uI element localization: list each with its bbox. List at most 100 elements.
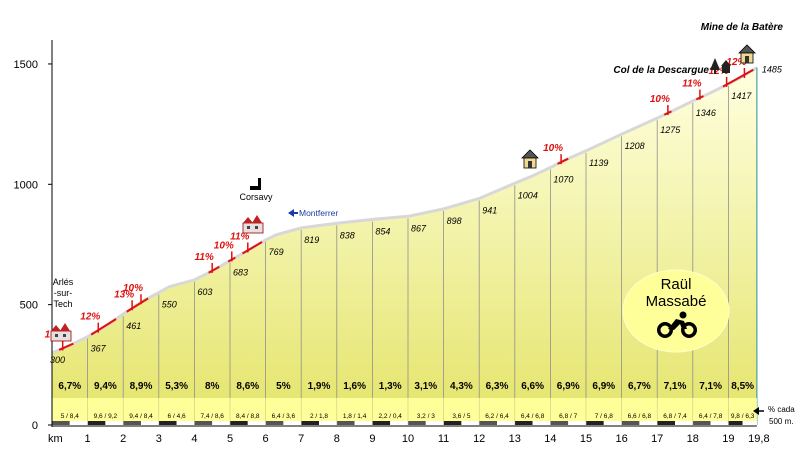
elevation-label: 603 — [197, 287, 212, 297]
km-scale-dark — [728, 421, 743, 425]
segment-gradient-label: 8,6% — [236, 381, 259, 392]
steep-segment — [695, 95, 704, 101]
km-scale-light — [603, 421, 622, 425]
km-scale-light — [639, 421, 658, 425]
steep-segment — [663, 110, 672, 116]
village-icon-corsavy — [242, 215, 264, 234]
segment-subgradient-label: 1,8 / 1,4 — [343, 413, 367, 420]
km-scale-dark — [336, 421, 355, 425]
elevation-label: 300 — [50, 355, 65, 365]
km-scale-dark — [514, 421, 533, 425]
segment-subgradient-label: 6,6 / 6,8 — [628, 413, 652, 420]
km-scale-light — [568, 421, 586, 425]
segment-subgradient-label: 6,2 / 6,4 — [485, 413, 509, 420]
segment-subgradient-label: 7,4 / 8,6 — [200, 413, 224, 420]
y-tick-label: 500 — [20, 300, 38, 312]
x-tick-label: 16 — [615, 433, 627, 445]
elevation-label: 819 — [304, 235, 319, 245]
km-scale-dark — [408, 421, 426, 425]
segment-gradient-label: 9,4% — [94, 381, 117, 392]
house-icon-mine — [738, 44, 756, 64]
legend-note: % cada — [768, 405, 795, 414]
segment-gradient-label: 8,9% — [130, 381, 153, 392]
max-gradient-label: 12% — [726, 57, 746, 68]
segment-subgradient-label: 3,2 / 3 — [417, 413, 435, 420]
segment-gradient-label: 6,3% — [486, 381, 509, 392]
km-scale-dark — [372, 421, 391, 425]
x-tick-label: 8 — [334, 433, 340, 445]
gradient-band — [52, 398, 757, 425]
y-tick-label: 1500 — [14, 59, 38, 71]
x-tick-label: 5 — [227, 433, 233, 445]
km-scale-light — [461, 421, 480, 425]
x-tick-label: 1 — [85, 433, 91, 445]
steep-segment — [126, 297, 149, 313]
elevation-label: 1070 — [553, 174, 573, 184]
km-scale-light — [390, 421, 408, 425]
steep-segment — [208, 265, 220, 274]
km-scale-light — [425, 421, 444, 425]
arrow-left-icon — [753, 407, 759, 415]
segment-subgradient-label: 6,8 / 7 — [559, 413, 577, 420]
elevation-label: 1417 — [731, 91, 752, 101]
max-gradient-label: 10% — [214, 240, 234, 251]
elevation-label: 1208 — [625, 141, 645, 151]
segment-gradient-label: 5,3% — [165, 381, 188, 392]
segment-gradient-label: 6,6% — [521, 381, 544, 392]
segment-subgradient-label: 8,4 / 8,8 — [236, 413, 260, 420]
x-axis-label: km — [48, 433, 63, 445]
place-label-corsavy: Corsavy — [239, 192, 273, 202]
segment-subgradient-label: 6,4 / 3,6 — [272, 413, 296, 420]
max-gradient-label: 10% — [123, 283, 143, 294]
km-scale-light — [141, 421, 159, 425]
elevation-label: 898 — [447, 216, 462, 226]
place-label-mine-de-la-batere: Mine de la Batère — [701, 22, 784, 33]
max-gradient-label: 12% — [709, 66, 729, 77]
km-scale-light — [283, 421, 302, 425]
max-gradient-label: 13% — [114, 289, 134, 300]
segment-gradient-label: 8,5% — [731, 381, 754, 392]
x-tick-label: 13 — [509, 433, 521, 445]
segment-subgradient-label: 9,8 / 6,3 — [731, 413, 755, 420]
km-scale-light — [247, 421, 266, 425]
elevation-label: 854 — [375, 226, 390, 236]
x-tick-label: 11 — [438, 433, 449, 445]
arrow-left-icon — [288, 209, 294, 217]
steep-segment — [722, 68, 754, 88]
segment-subgradient-label: 2,2 / 0,4 — [378, 413, 402, 420]
place-label-montferrer: Montferrer — [299, 208, 338, 218]
max-gradient-label: 12% — [80, 312, 100, 323]
segment-gradient-label: 6,9% — [592, 381, 615, 392]
max-gradient-label: 10% — [543, 143, 563, 154]
max-gradient-label: 11% — [195, 252, 214, 263]
elevation-label: 461 — [126, 321, 141, 331]
village-icon-arles — [50, 323, 72, 342]
km-scale-dark — [621, 421, 640, 425]
km-scale-dark — [158, 421, 177, 425]
trees-house-icon — [710, 58, 731, 74]
km-scale-light — [675, 421, 693, 425]
place-label-arles: Arlés — [53, 277, 74, 287]
cyclist-icon — [657, 311, 697, 338]
km-scale-dark — [52, 421, 70, 425]
segment-gradient-label: 1,3% — [379, 381, 402, 392]
x-tick-label: 14 — [544, 433, 556, 445]
segment-gradient-label: 1,9% — [308, 381, 331, 392]
km-scale-light — [319, 421, 337, 425]
author-name-line: Massabé — [646, 293, 707, 310]
km-scale-light — [742, 421, 757, 425]
km-scale-dark — [194, 421, 213, 425]
house-icon-km13 — [521, 149, 539, 169]
x-tick-label: 19,8 — [748, 433, 769, 445]
x-tick-label: 19 — [722, 433, 734, 445]
km-scale-dark — [301, 421, 319, 425]
km-scale-dark — [586, 421, 604, 425]
segment-gradient-label: 8% — [205, 381, 220, 392]
segment-gradient-label: 6,9% — [557, 381, 580, 392]
segment-gradient-label: 4,3% — [450, 381, 473, 392]
elevation-label: 550 — [162, 300, 177, 310]
segment-subgradient-label: 6,4 / 7,8 — [699, 413, 723, 420]
elevation-label: 1004 — [518, 190, 538, 200]
segment-subgradient-label: 7 / 6,8 — [595, 413, 613, 420]
